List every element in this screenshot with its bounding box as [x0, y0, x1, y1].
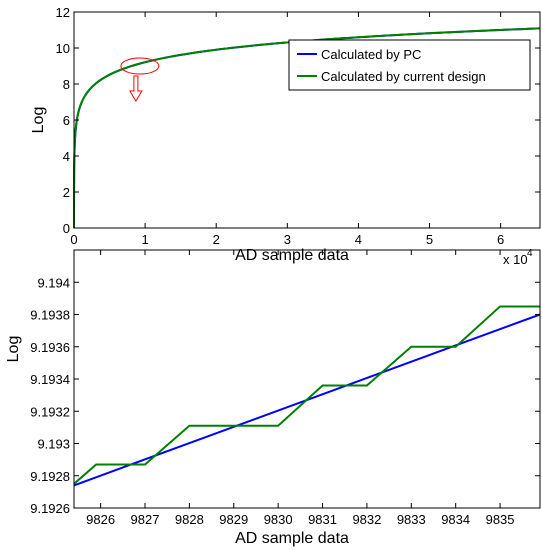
top-annotations	[120, 57, 160, 102]
bottom-y-tick-label: 9.1938	[30, 308, 70, 323]
top-y-tick-label: 2	[63, 185, 70, 200]
top-x-tick-label: 4	[355, 232, 362, 247]
x-multiplier-base: x 10	[503, 252, 528, 267]
bottom-x-tick-label: 9834	[441, 512, 470, 527]
bottom-x-tick-label: 9828	[175, 512, 204, 527]
bottom-x-tick-label: 9832	[352, 512, 381, 527]
bottom-x-tick-label: 9831	[308, 512, 337, 527]
bottom-y-axis-label: Log	[5, 336, 22, 363]
bottom-x-tick-label: 9830	[264, 512, 293, 527]
bottom-y-tick-label: 9.1926	[30, 501, 70, 516]
legend-box	[288, 39, 531, 91]
bottom-y-tick-label: 9.1934	[30, 372, 70, 387]
bottom-y-tick-label: 9.1928	[30, 469, 70, 484]
legend: Calculated by PC Calculated by current d…	[288, 39, 531, 91]
highlight-ellipse	[120, 57, 160, 75]
top-y-tick-label: 4	[63, 149, 70, 164]
top-y-axis-label: Log	[30, 107, 47, 134]
bottom-x-tick-label: 9827	[131, 512, 160, 527]
top-y-tick-label: 8	[63, 77, 70, 92]
bottom-y-tick-label: 9.1932	[30, 404, 70, 419]
bottom-series-group	[73, 305, 541, 487]
top-x-axis-label: AD sample data	[235, 247, 349, 264]
bottom-x-tick-label: 9835	[486, 512, 515, 527]
x-multiplier: x 10 4	[503, 248, 533, 267]
top-y-tick-label: 12	[56, 5, 70, 20]
bottom-y-tick-label: 9.193	[37, 437, 70, 452]
bottom-panel: 9826 9827 9828 9829 9830 9831 9832 9833 9834 9835…	[5, 249, 541, 547]
bottom-ticks-group: 9826 9827 9828 9829 9830 9831 9832 9833 9834 9835…	[30, 250, 540, 527]
bottom-y-tick-label: 9.194	[37, 275, 70, 290]
bottom-x-tick-label: 9826	[86, 512, 115, 527]
top-x-tick-label: 2	[213, 232, 220, 247]
top-x-tick-label: 6	[497, 232, 504, 247]
top-y-tick-label: 10	[56, 41, 70, 56]
bottom-series-line-1	[73, 305, 540, 485]
top-x-tick-label: 1	[141, 232, 148, 247]
top-y-tick-label: 6	[63, 113, 70, 128]
bottom-x-tick-label: 9833	[397, 512, 426, 527]
down-arrow-icon	[129, 75, 143, 102]
top-x-tick-label: 3	[284, 232, 291, 247]
bottom-axes-frame	[73, 249, 541, 509]
legend-entry-pc: Calculated by PC	[321, 47, 421, 62]
bottom-x-axis-label: AD sample data	[235, 530, 349, 547]
bottom-y-tick-label: 9.1936	[30, 340, 70, 355]
legend-entry-design: Calculated by current design	[321, 69, 486, 84]
top-x-tick-label: 0	[70, 232, 77, 247]
x-multiplier-exponent: 4	[527, 248, 533, 259]
bottom-x-tick-label: 9829	[219, 512, 248, 527]
top-y-tick-label: 0	[63, 221, 70, 236]
top-x-tick-label: 5	[426, 232, 433, 247]
